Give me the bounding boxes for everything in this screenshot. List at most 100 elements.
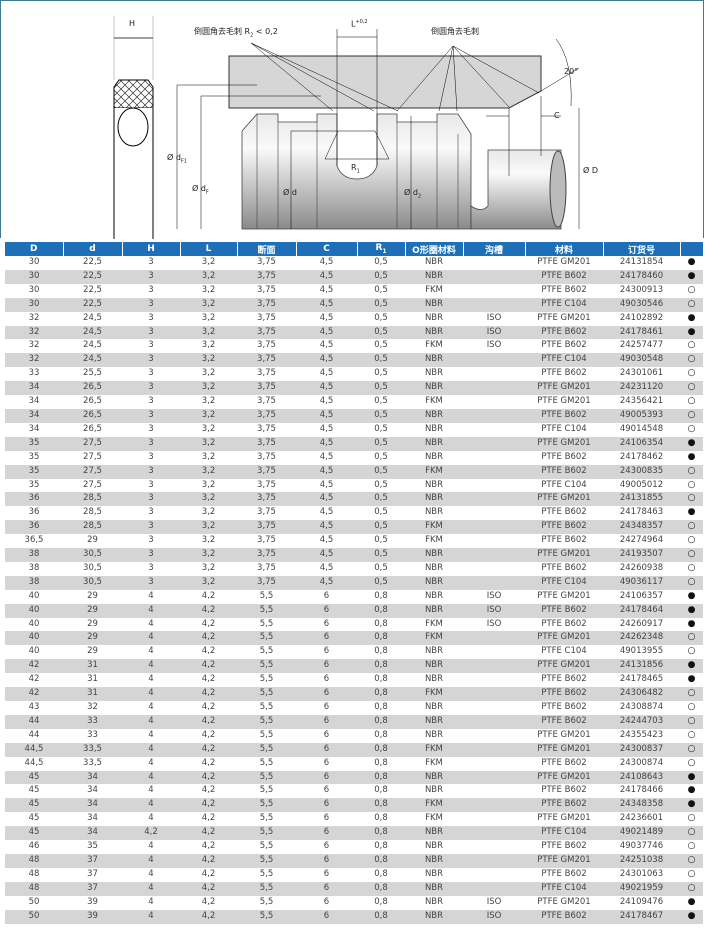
cell-oring-material: NBR	[405, 353, 463, 368]
cell-oring-material: NBR	[405, 436, 463, 451]
cell-H: 3	[148, 535, 154, 546]
cell-groove	[463, 548, 525, 562]
cell-groove	[463, 770, 525, 785]
filled-circle-icon: ●	[687, 326, 696, 337]
cell-material: PTFE B602	[541, 507, 587, 518]
cell-d: 37	[63, 881, 122, 896]
label-r2-sub: 2	[250, 32, 254, 39]
cell-D: 38	[28, 562, 40, 573]
cell-availability: ●	[680, 269, 703, 284]
cell-L: 3,2	[201, 257, 216, 267]
cell-material: PTFE GM201	[537, 312, 591, 323]
cell-order-number: 24178460	[603, 269, 680, 284]
cell-d: 30,5	[63, 548, 122, 562]
cell-availability: ●	[680, 618, 703, 632]
cell-L: 4,2	[201, 618, 216, 629]
cell-C: 6	[323, 896, 330, 907]
cell-C: 6	[323, 702, 330, 712]
cell-order-number: 24178467	[603, 909, 680, 924]
table-row: 44,5 33,5 4 4,2 5,5 6 0,8 FKM PTFE B602 24300874 ○	[5, 757, 703, 771]
cell-R1: 0,5	[374, 535, 388, 546]
cell-availability: ●	[680, 659, 703, 674]
cell-material: PTFE C104	[525, 881, 603, 896]
label-chamfer-r2: 倒圆角去毛刺 R2 < 0,2	[194, 26, 278, 39]
cell-availability: ○	[680, 339, 703, 353]
cell-R1: 0,8	[374, 646, 388, 657]
cell-L: 3,2	[180, 269, 237, 284]
cell-D: 36	[5, 492, 63, 507]
cell-H: 4	[122, 798, 180, 813]
table-row: 45 34 4 4,2 5,5 6 0,8 FKM PTFE B602 24348358 ●	[5, 798, 703, 813]
product-table: D d H L 断面 C R1 O形圈材料 沟槽 材料 订货号 30 22,5 3 3…	[5, 242, 704, 924]
cell-d: 29	[63, 631, 122, 646]
cell-C: 4,5	[319, 507, 334, 518]
cell-order-number: 24301063	[619, 868, 664, 879]
cell-availability: ○	[680, 367, 703, 381]
cell-H: 3	[148, 312, 154, 323]
open-circle-icon: ○	[687, 423, 696, 434]
cell-L: 4,2	[201, 785, 216, 796]
cell-C: 6	[296, 826, 357, 841]
cell-oring-material: FKM	[425, 813, 443, 824]
cell-D: 48	[28, 868, 40, 879]
header-R1-sub: 1	[382, 247, 387, 255]
cell-groove	[463, 395, 525, 409]
cell-D: 33	[28, 368, 40, 379]
cell-d: 26,5	[83, 423, 102, 434]
cell-oring-material: NBR	[424, 479, 444, 490]
cell-R1: 0,8	[374, 813, 388, 824]
cell-availability: ○	[680, 520, 703, 535]
cell-D: 48	[5, 853, 63, 868]
filled-circle-icon: ●	[687, 799, 696, 810]
cell-L: 4,2	[201, 868, 216, 879]
cell-availability: ○	[680, 297, 703, 312]
cell-groove	[463, 464, 525, 479]
cell-groove	[463, 868, 525, 882]
filled-circle-icon: ●	[687, 507, 696, 518]
cell-availability: ○	[680, 742, 703, 757]
open-circle-icon: ○	[687, 854, 696, 865]
cell-availability: ○	[680, 701, 703, 715]
table-row: 36 28,5 3 3,2 3,75 4,5 0,5 NBR PTFE GM201 2413185…	[5, 492, 703, 507]
cell-C: 6	[323, 813, 330, 824]
open-circle-icon: ○	[687, 646, 696, 657]
cell-C: 4,5	[319, 396, 334, 407]
filled-circle-icon: ●	[687, 674, 696, 685]
cell-H: 4	[122, 770, 180, 785]
cell-availability: ●	[680, 506, 703, 520]
cell-d: 29	[87, 590, 98, 601]
label-dF-sub: F	[205, 189, 209, 196]
cell-H: 4	[122, 631, 180, 646]
cell-order-number: 24348358	[603, 798, 680, 813]
open-circle-icon: ○	[687, 882, 696, 893]
cell-d: 24,5	[83, 340, 102, 351]
table-body: 30 22,5 3 3,2 3,75 4,5 0,5 NBR PTFE GM201 2413185…	[5, 256, 703, 924]
cell-order-number: 24109476	[619, 896, 664, 907]
table-row: 30 22,5 3 3,2 3,75 4,5 0,5 FKM PTFE B602 24300913…	[5, 284, 703, 298]
cell-d: 27,5	[63, 464, 122, 479]
cell-d: 31	[63, 659, 122, 674]
cell-section: 5,5	[237, 798, 296, 813]
cell-order-number: 24356421	[619, 396, 664, 407]
cell-groove	[463, 506, 525, 520]
cell-D: 30	[5, 269, 63, 284]
cell-availability: ○	[680, 575, 703, 590]
seal-ring-section	[113, 16, 154, 239]
cell-oring-material: FKM	[405, 631, 463, 646]
cell-D: 42	[5, 659, 63, 674]
cell-groove	[463, 534, 525, 548]
cell-d: 37	[63, 853, 122, 868]
cell-order-number: 24300835	[603, 464, 680, 479]
cell-availability: ○	[680, 714, 703, 729]
cell-oring-material: NBR	[405, 325, 463, 340]
cell-C: 4,5	[319, 368, 334, 379]
cell-oring-material: NBR	[424, 507, 444, 518]
cell-oring-material: NBR	[405, 548, 463, 562]
cell-order-number: 24178466	[619, 785, 664, 796]
cell-C: 6	[296, 714, 357, 729]
cell-D: 30	[28, 284, 40, 295]
cell-oring-material: NBR	[424, 423, 444, 434]
cell-D: 50	[5, 909, 63, 924]
cell-R1: 0,8	[357, 826, 405, 841]
cell-R1: 0,5	[357, 325, 405, 340]
